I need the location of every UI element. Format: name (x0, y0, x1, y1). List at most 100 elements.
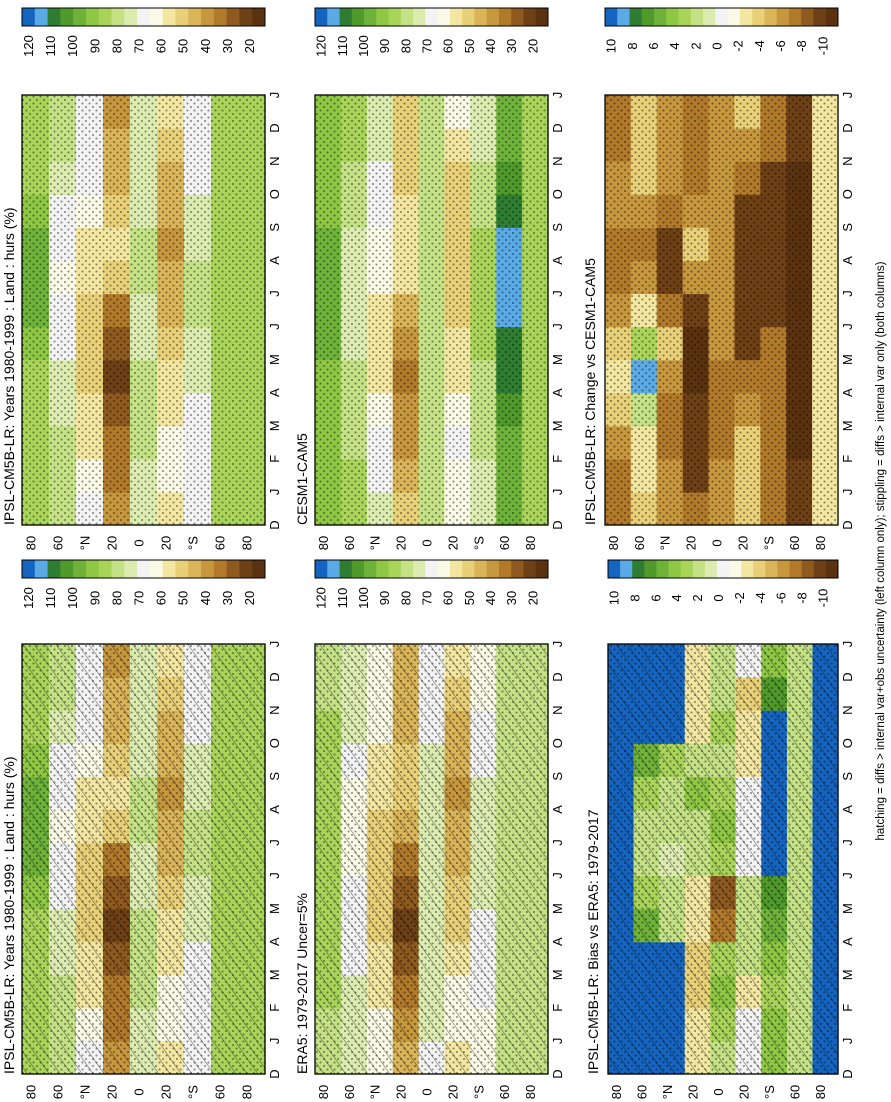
colorbar-swatch (327, 8, 340, 26)
month-tick-label: J (550, 489, 565, 496)
colorbar-tick-label: 90 (87, 39, 102, 53)
stippling-overlay (22, 95, 265, 525)
colorbar-swatch (252, 560, 266, 578)
colorbar-tick-label: 40 (483, 591, 498, 605)
colorbar-tick-label: 100 (65, 35, 80, 57)
month-tick-label: J (840, 489, 855, 496)
month-tick-label: M (267, 354, 282, 365)
colorbar-swatch (716, 560, 730, 578)
colorbar-tick-label: -8 (795, 592, 810, 604)
colorbar-tick-label: -4 (752, 40, 767, 52)
colorbar-swatch (666, 8, 679, 26)
month-tick-label: M (840, 903, 855, 914)
month-tick-label: F (267, 1004, 282, 1012)
colorbar-tick-label: 30 (220, 39, 235, 53)
latitude-tick-label: °S (762, 1085, 777, 1099)
colorbar-frame (314, 7, 549, 27)
latitude-tick-label: 60 (497, 1085, 512, 1099)
panel-title: CESM1-CAM5 (294, 433, 310, 525)
plot-frame (314, 643, 549, 1075)
colorbar-frame (314, 559, 549, 579)
colorbar-tick-label: 120 (314, 587, 329, 609)
latitude-tick-label: 80 (609, 1085, 624, 1099)
colorbar-tick-label: 120 (21, 587, 36, 609)
latitude-tick-label: 20 (735, 536, 750, 550)
month-tick-label: N (840, 706, 855, 715)
latitude-tick-label: 80 (316, 1085, 331, 1099)
latitude-tick-label: 20 (105, 536, 120, 550)
colorbar-swatch (462, 560, 475, 578)
colorbar-swatch (34, 560, 48, 578)
colorbar-swatch (801, 8, 814, 26)
colorbar-tick-label: 110 (43, 588, 58, 609)
latitude-tick-label: 80 (523, 1085, 538, 1099)
month-tick-label: J (550, 1038, 565, 1045)
colorbar-tick-label: -2 (732, 592, 747, 604)
colorbar-swatch (656, 560, 669, 578)
colorbar-swatch (188, 560, 202, 578)
colorbar-swatch (692, 560, 706, 578)
month-tick-label: A (267, 256, 282, 265)
month-tick-label: S (550, 223, 565, 232)
month-tick-label: N (840, 157, 855, 166)
colorbar-swatch (825, 560, 839, 578)
colorbar-swatch (175, 560, 189, 578)
colorbar-swatch (511, 560, 524, 578)
latitude-tick-label: 0 (420, 1088, 435, 1095)
colorbar-swatch (351, 8, 365, 26)
latitude-tick-label: 60 (497, 536, 512, 550)
latitude-tick-label: °N (368, 1085, 383, 1100)
colorbar-swatch (213, 560, 228, 578)
colorbar-swatch (789, 560, 803, 578)
month-tick-label: O (550, 738, 565, 748)
colorbar-tick-label: 70 (420, 39, 435, 53)
colorbar: 10 8 6 4 2 0 -2 -4 -6 -8 -10 (607, 559, 839, 607)
month-tick-label: O (550, 189, 565, 199)
colorbar-tick-label: 90 (377, 39, 392, 53)
month-tick-label: D (267, 672, 282, 681)
colorbar-tick-label: 90 (87, 591, 102, 605)
colorbar-swatch (449, 8, 463, 26)
colorbar-swatch (327, 560, 340, 578)
colorbar-tick-label: 70 (420, 591, 435, 605)
month-tick-label: M (840, 354, 855, 365)
colorbar-tick-label: 50 (462, 39, 477, 53)
colorbar-tick-label: 40 (198, 591, 213, 605)
colorbar-swatch (678, 8, 692, 26)
figure-footnote: hatching = diffs > internal var+obs unce… (875, 261, 887, 840)
colorbar-tick-label: 70 (132, 39, 147, 53)
colorbar-swatch (85, 8, 100, 26)
colorbar-tick-label: 20 (525, 39, 540, 53)
month-tick-label: M (550, 354, 565, 365)
colorbar-tick-label: 2 (690, 594, 705, 601)
latitude-tick-label: 60 (51, 1085, 66, 1099)
colorbar-swatch (339, 560, 353, 578)
colorbar-tick-label: 20 (242, 39, 257, 53)
month-tick-label: N (267, 157, 282, 166)
colorbar-swatch (34, 8, 48, 26)
colorbar-tick-label: 10 (607, 591, 622, 605)
month-tick-label: A (840, 256, 855, 265)
month-tick-label: J (840, 1038, 855, 1045)
latitude-tick-label: 0 (710, 539, 725, 546)
colorbar-swatch (162, 560, 176, 578)
latitude-tick-label: °S (186, 536, 201, 550)
colorbar-swatch (523, 8, 537, 26)
colorbar-swatch (620, 560, 633, 578)
colorbar-tick-label: 20 (525, 591, 540, 605)
colorbar-swatch (226, 560, 240, 578)
stippling-overlay (608, 644, 838, 1074)
latitude-tick-label: 80 (240, 1085, 255, 1099)
latitude-tick-label: 60 (342, 536, 357, 550)
colorbar-swatch (449, 560, 463, 578)
colorbar-swatch (425, 560, 439, 578)
colorbar-swatch (752, 8, 765, 26)
latitude-tick-label: 0 (420, 539, 435, 546)
colorbar-tick-label: 8 (627, 594, 642, 601)
month-tick-label: D (550, 1069, 565, 1078)
latitude-tick-label: 20 (445, 536, 460, 550)
month-tick-label: F (840, 455, 855, 463)
colorbar-tick-label: 60 (441, 591, 456, 605)
